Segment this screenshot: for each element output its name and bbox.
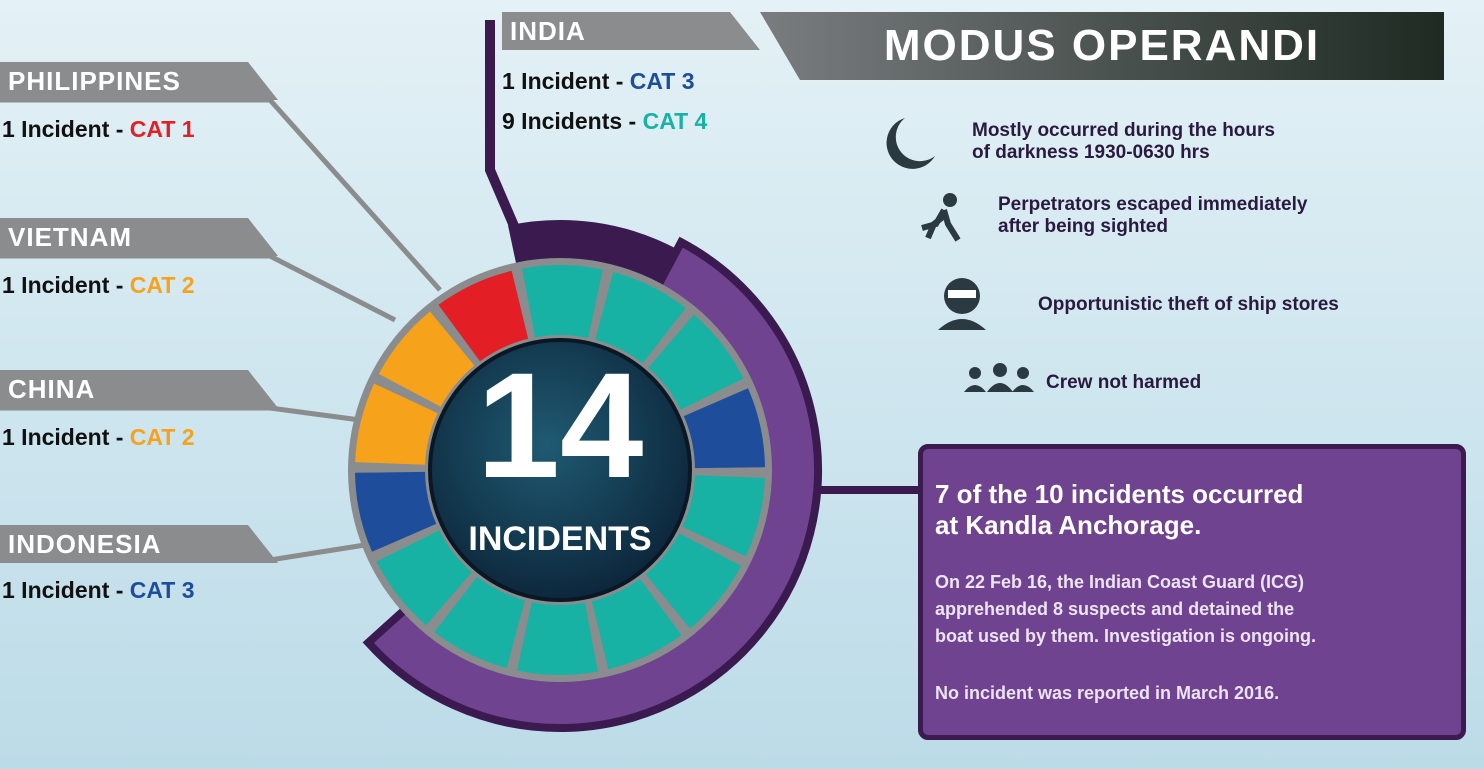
modus-line: Mostly occurred during the hours (972, 120, 1275, 142)
category: CAT 4 (643, 108, 708, 134)
headline-line: 7 of the 10 incidents occurred (935, 479, 1303, 510)
center-label: INCIDENTS (430, 520, 690, 559)
page: PHILIPPINES 1 Incident - CAT 1 VIETNAM 1… (0, 0, 1484, 769)
country-banner: INDIA (502, 12, 760, 50)
modus-item: Opportunistic theft of ship stores (1038, 294, 1339, 316)
category: CAT 2 (130, 272, 195, 298)
country-line: 9 Incidents - CAT 4 (502, 108, 707, 135)
country-line: 1 Incident - CAT 1 (2, 116, 195, 143)
modus-line: after being sighted (998, 216, 1307, 238)
category: CAT 3 (130, 577, 195, 603)
connector (0, 408, 360, 420)
modus-line: Perpetrators escaped immediately (998, 194, 1307, 216)
paragraph-line: No incident was reported in March 2016. (935, 683, 1279, 704)
modus-line: of darkness 1930-0630 hrs (972, 142, 1275, 164)
country-banner: INDONESIA (0, 525, 278, 563)
modus-line: Opportunistic theft of ship stores (1038, 294, 1339, 316)
note-paragraph: No incident was reported in March 2016. (935, 683, 1279, 704)
count: 9 Incidents - (502, 108, 643, 134)
country-line: 1 Incident - CAT 2 (2, 424, 195, 451)
paragraph-line: boat used by them. Investigation is ongo… (935, 623, 1316, 650)
category: CAT 1 (130, 116, 195, 142)
category: CAT 2 (130, 424, 195, 450)
country-banner: VIETNAM (0, 218, 278, 256)
paragraph-line: On 22 Feb 16, the Indian Coast Guard (IC… (935, 569, 1316, 596)
country-line: 1 Incident - CAT 3 (502, 68, 695, 95)
paragraph-line: apprehended 8 suspects and detained the (935, 596, 1316, 623)
note-headline: 7 of the 10 incidents occurred at Kandla… (935, 479, 1303, 541)
headline-line: at Kandla Anchorage. (935, 510, 1303, 541)
modus-line: Crew not harmed (1046, 372, 1201, 394)
note-paragraph: On 22 Feb 16, the Indian Coast Guard (IC… (935, 569, 1316, 650)
center-number: 14 (430, 350, 690, 500)
note-box: 7 of the 10 incidents occurred at Kandla… (918, 444, 1466, 740)
country-line: 1 Incident - CAT 2 (2, 272, 195, 299)
section-title: MODUS OPERANDI (760, 12, 1444, 80)
modus-item: Crew not harmed (1046, 372, 1201, 394)
count: 1 Incident - (2, 424, 130, 450)
count: 1 Incident - (2, 272, 130, 298)
count: 1 Incident - (502, 68, 630, 94)
count: 1 Incident - (2, 577, 130, 603)
country-line: 1 Incident - CAT 3 (2, 577, 195, 604)
country-banner: PHILIPPINES (0, 62, 278, 100)
count: 1 Incident - (2, 116, 130, 142)
category: CAT 3 (630, 68, 695, 94)
country-banner: CHINA (0, 370, 278, 408)
